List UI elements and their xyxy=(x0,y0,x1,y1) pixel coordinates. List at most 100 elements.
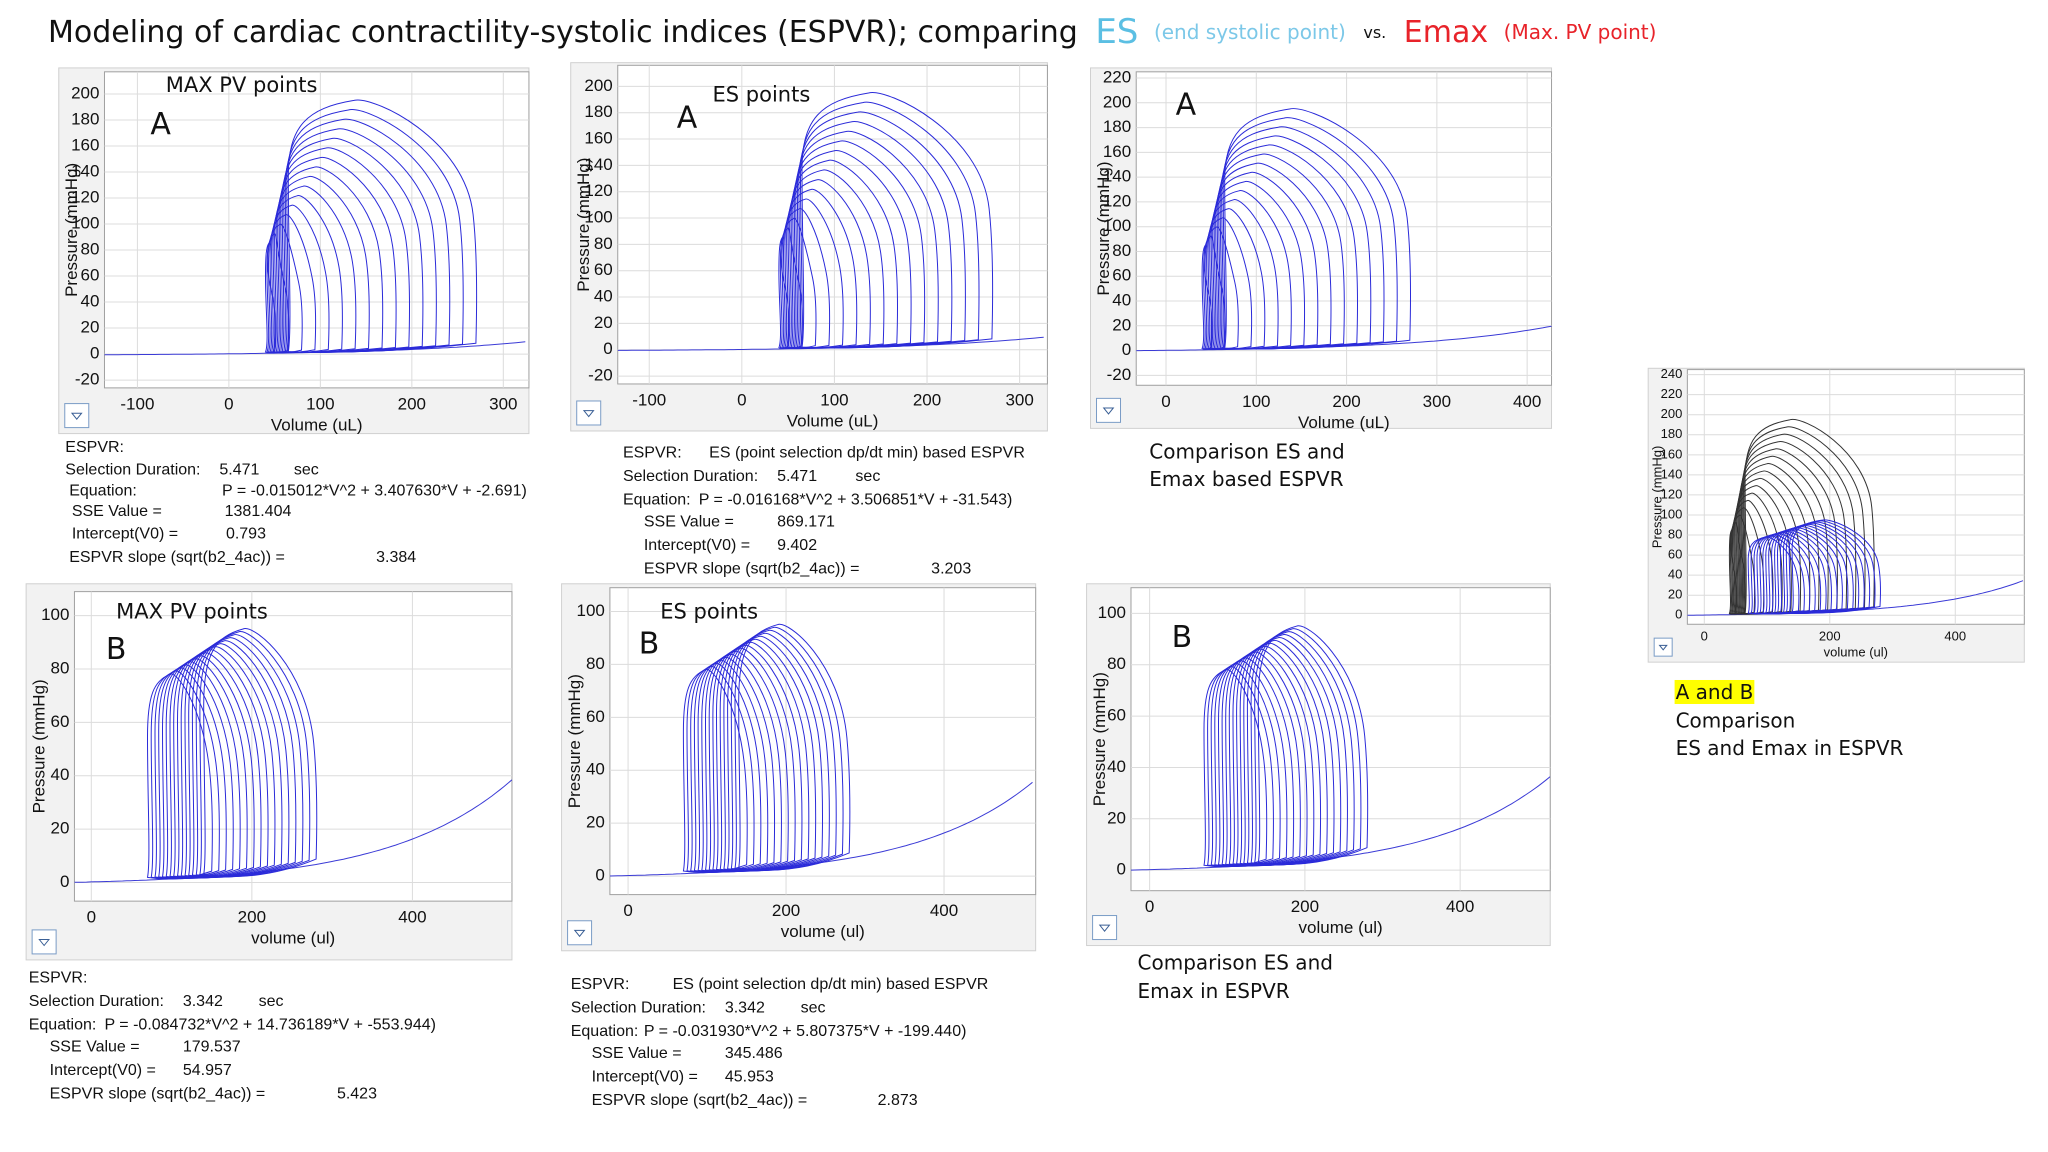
x-tick-label: 100 xyxy=(306,394,334,413)
title-emax-note: (Max. PV point) xyxy=(1504,20,1657,44)
pv-loop xyxy=(180,646,276,879)
y-tick-label: 100 xyxy=(1098,603,1126,622)
panel-caption: ES points xyxy=(713,82,811,106)
stats-value: 3.384 xyxy=(376,549,416,566)
stats-label: SSE Value = xyxy=(72,503,162,520)
pv-loop xyxy=(273,185,357,354)
caption-line: ES and Emax in ESPVR xyxy=(1676,736,1904,760)
panel-letter: A xyxy=(1176,87,1197,122)
stats-label: ESPVR slope (sqrt(b2_4ac)) = xyxy=(50,1086,266,1103)
dropdown-arrow xyxy=(573,929,586,938)
caption-line: Comparison xyxy=(1676,709,1796,733)
y-axis-label: Pressure (mmHg) xyxy=(565,674,584,808)
pv-loop xyxy=(176,649,269,879)
pv-loop xyxy=(165,658,248,879)
pv-loop xyxy=(272,195,343,354)
stats-label: Intercept(V0) = xyxy=(50,1062,156,1079)
y-tick-label: 60 xyxy=(1107,706,1126,725)
x-tick-label: 300 xyxy=(489,394,517,413)
dropdown-button[interactable] xyxy=(64,403,90,429)
pv-loop xyxy=(793,140,926,349)
dropdown-button[interactable] xyxy=(1092,915,1118,941)
stats-value: P = -0.016168*V^2 + 3.506851*V + -31.543… xyxy=(699,491,1013,508)
y-tick-label: 0 xyxy=(603,339,612,358)
stats-value: 0.793 xyxy=(226,525,266,542)
dropdown-button[interactable] xyxy=(567,920,593,946)
pv-loop xyxy=(708,647,796,873)
stats-unit: sec xyxy=(259,993,284,1010)
y-tick-label: 160 xyxy=(71,135,99,154)
y-tick-label: 180 xyxy=(71,109,99,128)
dropdown-button[interactable] xyxy=(576,400,602,426)
y-tick-label: 40 xyxy=(81,292,100,311)
title-text: Modeling of cardiac contractility-systol… xyxy=(48,15,1078,50)
stats-label: Equation: xyxy=(29,1016,97,1033)
pv-loop xyxy=(1209,199,1279,350)
x-axis-label: Volume (uL) xyxy=(787,411,879,430)
highlight-text: A and B xyxy=(1676,680,1754,704)
y-tick-label: 200 xyxy=(71,83,99,102)
x-tick-label: 200 xyxy=(1332,392,1360,411)
stats-label: SSE Value = xyxy=(644,514,734,531)
y-tick-label: 140 xyxy=(1661,466,1683,481)
pv-loop xyxy=(1210,663,1281,868)
y-tick-label: 160 xyxy=(1661,446,1683,461)
y-axis-label: Pressure (mmHg) xyxy=(1090,672,1109,806)
x-axis-label: volume (ul) xyxy=(251,929,335,948)
panel-letter: A xyxy=(677,100,698,135)
dropdown-arrow xyxy=(1658,644,1668,651)
stats-value: 1381.404 xyxy=(225,503,292,520)
stats-value: P = -0.015012*V^2 + 3.407630*V + -2.691) xyxy=(222,482,527,499)
pv-loop xyxy=(1207,208,1266,350)
x-axis-label: Volume (uL) xyxy=(271,415,363,434)
panel-letter: B xyxy=(1172,620,1193,655)
y-tick-label: 60 xyxy=(1112,266,1131,285)
x-tick-label: 300 xyxy=(1423,392,1451,411)
pv-loop xyxy=(158,664,234,880)
stats-value: 345.486 xyxy=(725,1045,783,1062)
stats-value: 5.471 xyxy=(219,461,259,478)
pv-loop xyxy=(1246,634,1348,866)
pv-loops xyxy=(74,628,512,883)
title-emax: Emax xyxy=(1404,15,1488,50)
panel-caption: MAX PV points xyxy=(116,600,268,624)
y-tick-label: 60 xyxy=(1668,547,1682,562)
pv-chart: -20 0 20 40 60 80 100 120 140 160 180 200 220 0 100 200… xyxy=(1090,67,1553,432)
pv-loop xyxy=(1225,651,1308,867)
stats-label: ESPVR slope (sqrt(b2_4ac)) = xyxy=(592,1092,808,1109)
stats-unit: sec xyxy=(855,468,880,485)
pv-loop xyxy=(1254,628,1362,866)
pv-loop xyxy=(784,198,844,349)
x-tick-label: -100 xyxy=(120,394,154,413)
pv-loop xyxy=(781,217,817,349)
dropdown-button[interactable] xyxy=(1096,397,1122,423)
highlight-bg xyxy=(1674,679,1755,704)
x-tick-label: 0 xyxy=(1145,897,1154,916)
y-tick-label: 40 xyxy=(586,760,605,779)
x-tick-label: 100 xyxy=(1242,392,1270,411)
stats-label: Selection Duration: xyxy=(571,999,706,1016)
pv-chart: -20 0 20 40 60 80 100 120 140 160 180 200 -100 0 100 20… xyxy=(570,62,1048,432)
pv-loops xyxy=(1130,625,1551,871)
y-axis-label: Pressure (mmHg) xyxy=(574,158,593,292)
espvr-stats: ESPVR: ES (point selection dp/dt min) bas… xyxy=(571,976,989,1109)
pv-loop xyxy=(801,92,994,349)
pv-loop xyxy=(195,634,304,878)
dropdown-arrow xyxy=(70,412,83,420)
dropdown-button[interactable] xyxy=(31,929,57,955)
y-tick-label: -20 xyxy=(588,366,613,385)
pv-loop xyxy=(782,208,831,349)
pv-loop xyxy=(154,667,227,880)
dropdown-button[interactable] xyxy=(1653,637,1673,657)
pv-loop xyxy=(789,169,885,349)
comparison-caption: Comparison ES and Emax based ESPVR xyxy=(1149,440,1344,491)
pv-loop xyxy=(1205,217,1253,350)
espvr-stats: ESPVR: Selection Duration: 3.342 sec Equatio… xyxy=(29,969,436,1102)
y-tick-label: 20 xyxy=(51,819,70,838)
pv-loop xyxy=(704,650,789,873)
title-vs: vs. xyxy=(1363,23,1386,42)
stats-label: SSE Value = xyxy=(592,1045,682,1062)
comparison-caption: A and B Comparison ES and Emax in ESPVR xyxy=(1674,679,1904,760)
y-axis-label: Pressure (mmHg) xyxy=(1650,446,1665,549)
